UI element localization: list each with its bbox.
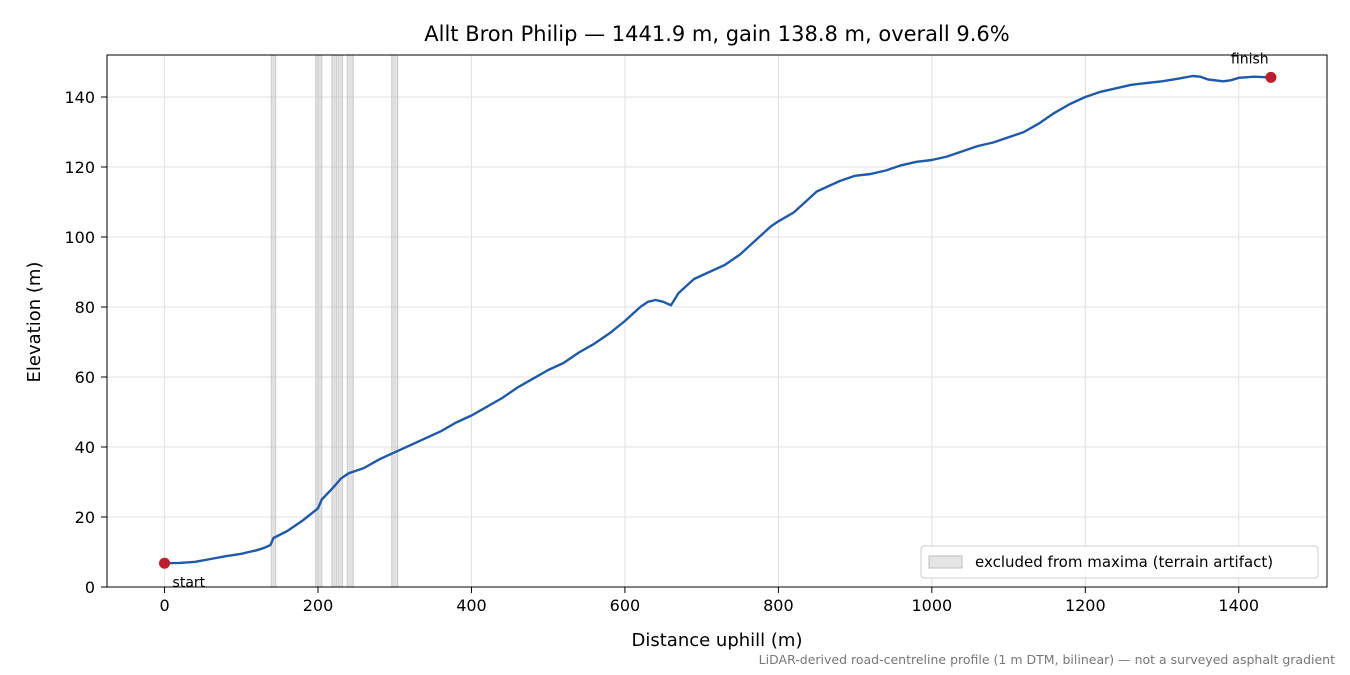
x-tick-label: 0 — [159, 596, 169, 615]
x-tick-label: 1400 — [1218, 596, 1259, 615]
y-tick-label: 140 — [64, 88, 95, 107]
excluded-band — [331, 54, 337, 588]
x-axis-ticks: 0 200 400 600 800 1000 1200 1400 — [159, 587, 1259, 615]
legend: excluded from maxima (terrain artifact) — [920, 545, 1319, 579]
legend-swatch — [928, 555, 963, 569]
plot-frame — [106, 54, 1328, 588]
finish-marker — [1265, 71, 1277, 83]
start-marker — [159, 557, 171, 569]
y-tick-label: 0 — [85, 578, 95, 597]
excluded-band — [346, 54, 354, 588]
y-axis-ticks: 0 20 40 60 80 100 120 140 — [64, 88, 107, 597]
excluded-band — [270, 54, 277, 588]
elevation-profile-line — [164, 74, 1271, 565]
y-tick-label: 40 — [75, 438, 95, 457]
x-tick-label: 800 — [763, 596, 794, 615]
x-tick-label: 1000 — [911, 596, 952, 615]
legend-box — [920, 545, 1319, 579]
x-tick-label: 1200 — [1065, 596, 1106, 615]
y-tick-label: 120 — [64, 158, 95, 177]
finish-label: finish — [1231, 51, 1269, 67]
y-tick-label: 60 — [75, 368, 95, 387]
caption: LiDAR-derived road-centreline profile (1… — [759, 652, 1335, 667]
excluded-band — [337, 54, 344, 588]
y-tick-label: 80 — [75, 298, 95, 317]
y-tick-label: 20 — [75, 508, 95, 527]
x-axis-label: Distance uphill (m) — [632, 630, 803, 651]
x-tick-label: 400 — [456, 596, 487, 615]
excluded-band — [391, 54, 399, 588]
start-label: start — [173, 575, 206, 591]
chart-title: Allt Bron Philip — 1441.9 m, gain 138.8 … — [424, 22, 1010, 46]
legend-label: excluded from maxima (terrain artifact) — [975, 553, 1273, 571]
x-tick-label: 200 — [303, 596, 334, 615]
y-tick-label: 100 — [64, 228, 95, 247]
y-axis-label: Elevation (m) — [24, 262, 45, 383]
x-tick-label: 600 — [610, 596, 641, 615]
